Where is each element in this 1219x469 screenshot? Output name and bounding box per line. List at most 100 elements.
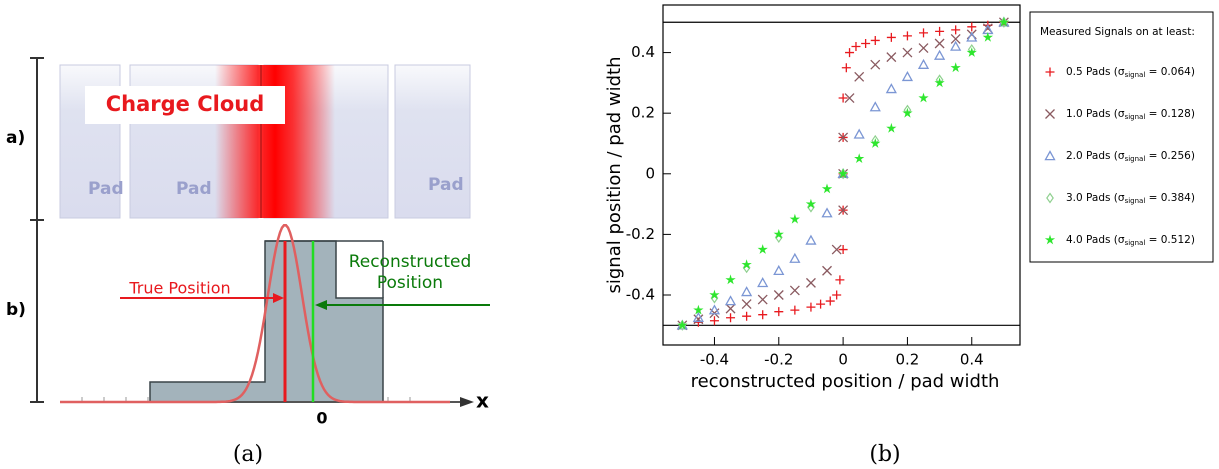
point — [885, 83, 897, 94]
legend-label: 4.0 Pads (σsignal = 0.512) — [1066, 234, 1195, 247]
legend-value: = 0.512) — [1145, 234, 1195, 246]
point — [708, 304, 721, 315]
point — [790, 305, 800, 315]
point — [825, 296, 835, 306]
point — [967, 22, 977, 32]
legend-name: 2.0 Pads (σ — [1066, 150, 1125, 162]
point — [805, 234, 817, 245]
point — [902, 107, 913, 118]
point — [816, 299, 826, 309]
point — [789, 252, 801, 263]
legend-value: = 0.064) — [1145, 66, 1195, 78]
true-position-label: True Position — [128, 279, 230, 298]
point — [870, 138, 881, 148]
point — [844, 93, 855, 103]
legend-label: 3.0 Pads (σsignal = 0.384) — [1066, 192, 1195, 205]
point — [789, 213, 800, 224]
point — [741, 299, 752, 310]
pad-label: Pad — [88, 179, 124, 199]
point — [832, 290, 842, 300]
point — [853, 128, 865, 139]
point — [806, 302, 816, 312]
y-tick-label: 0 — [645, 164, 655, 182]
pad-label: Pad — [176, 179, 212, 199]
point — [886, 32, 896, 42]
row-label: b) — [6, 300, 26, 320]
point — [933, 49, 946, 60]
point — [774, 307, 784, 317]
y-axis-title: signal position / pad width — [604, 57, 625, 294]
point — [934, 38, 945, 49]
point — [902, 31, 912, 41]
legend-value: = 0.256) — [1145, 150, 1195, 162]
point — [886, 122, 897, 133]
x-tick-label: -0.4 — [700, 351, 729, 369]
legend-label: 1.0 Pads (σsignal = 0.128) — [1066, 108, 1195, 121]
point — [821, 207, 833, 218]
point — [789, 285, 800, 296]
point — [725, 303, 736, 314]
legend-label: 0.5 Pads (σsignal = 0.064) — [1066, 66, 1195, 79]
point — [861, 38, 871, 48]
point — [773, 264, 785, 276]
point — [886, 52, 897, 63]
x-tick-label: 0 — [838, 351, 848, 369]
point — [950, 33, 961, 44]
point — [918, 43, 929, 53]
x-tick-label: -0.2 — [764, 351, 793, 369]
point — [934, 77, 945, 88]
legend-name: 1.0 Pads (σ — [1066, 108, 1125, 120]
point — [838, 93, 848, 103]
x-axis-title: reconstructed position / pad width — [691, 371, 1000, 392]
caption: (b) — [869, 442, 900, 467]
y-tick-label: -0.2 — [626, 225, 655, 243]
point — [757, 277, 769, 288]
point — [998, 16, 1010, 27]
point — [838, 245, 848, 255]
x-tick-label: 0.4 — [960, 351, 984, 369]
legend-label: 2.0 Pads (σsignal = 0.256) — [1066, 150, 1195, 163]
legend-marker — [1044, 234, 1056, 245]
point — [773, 290, 784, 300]
chart: reconstructed position / pad width signa… — [604, 4, 1214, 392]
legend-subscript: signal — [1125, 155, 1146, 163]
point — [838, 205, 849, 216]
point — [693, 304, 704, 315]
point — [950, 40, 962, 51]
point — [724, 295, 737, 306]
pad-label: Pad — [428, 175, 464, 195]
point — [742, 311, 752, 321]
point — [982, 32, 993, 42]
point — [709, 289, 720, 300]
x-tick-label: 0.2 — [896, 351, 920, 369]
point — [821, 183, 833, 194]
point — [726, 313, 736, 323]
point — [854, 71, 865, 82]
legend-marker — [1046, 192, 1054, 204]
point — [741, 286, 753, 297]
row-label: a) — [6, 128, 25, 148]
point — [693, 314, 704, 325]
legend-subscript: signal — [1125, 113, 1146, 121]
point — [845, 48, 855, 58]
legend-marker — [1045, 67, 1055, 77]
origin-label: 0 — [316, 409, 327, 428]
point — [822, 265, 832, 276]
legend-marker — [1045, 109, 1055, 119]
point — [917, 58, 930, 69]
point — [841, 63, 851, 73]
point — [902, 47, 913, 58]
point — [805, 277, 816, 288]
point — [935, 26, 945, 36]
point — [838, 132, 849, 143]
point — [741, 259, 752, 270]
point — [851, 42, 861, 52]
point — [869, 101, 881, 112]
legend-name: 4.0 Pads (σ — [1066, 234, 1125, 246]
point — [951, 25, 961, 35]
point — [919, 28, 929, 38]
point — [757, 244, 768, 254]
panel-a: a) b) Pad Pad Pad Charge Cloud x True Po… — [6, 57, 490, 428]
charge-cloud-label: Charge Cloud — [106, 92, 265, 116]
